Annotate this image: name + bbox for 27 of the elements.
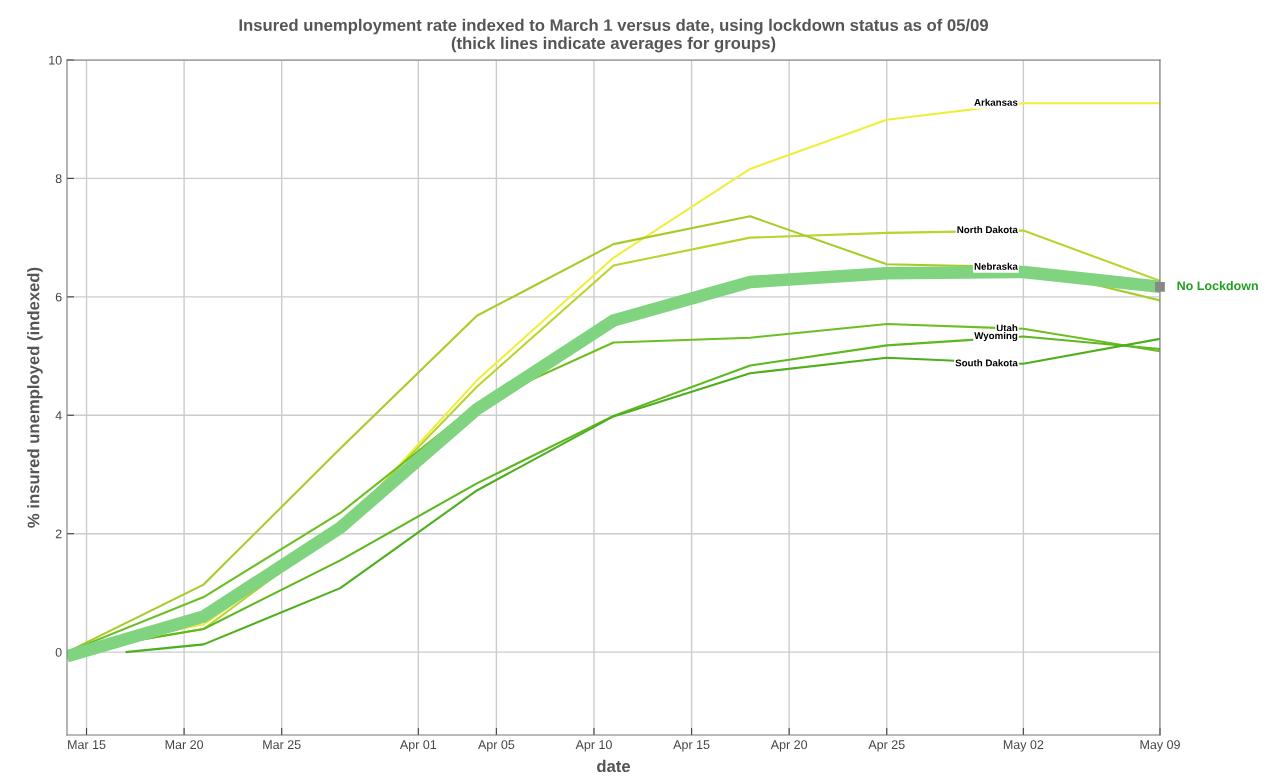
y-tick-label: 4	[55, 411, 62, 420]
x-tick-label: May 09	[1140, 740, 1180, 752]
x-tick-label: Apr 01	[399, 740, 437, 752]
series-label: Wyoming	[974, 331, 1018, 342]
x-tick-label: Mar 25	[263, 740, 301, 750]
x-tick-label: Mar 15	[68, 740, 106, 750]
x-axis-title: date	[597, 759, 631, 773]
y-axis-title: % insured unemployed (indexed)	[27, 267, 43, 528]
x-tick-label: Apr 15	[673, 740, 710, 752]
series-label: South Dakota	[955, 359, 1018, 367]
series-label: North Dakota	[957, 225, 1018, 234]
y-tick-label: 6	[55, 292, 62, 302]
chart-title: Insured unemployment rate indexed to March 1 versus date, using lockdown status as of 05/09 (thick lines indicate averages for groups)	[239, 18, 989, 53]
series-label: Arkansas	[974, 98, 1018, 106]
x-tick-label: Apr 25	[868, 740, 905, 752]
x-tick-label: Mar 20	[165, 740, 204, 750]
x-tick-label: Apr 10	[575, 740, 612, 752]
series-label: Utah	[996, 324, 1018, 332]
y-tick-label: 2	[55, 529, 62, 539]
y-tick-label: 0	[55, 647, 62, 657]
annotation: No Lockdown	[1177, 280, 1258, 291]
y-tick-label: 10	[49, 55, 62, 65]
x-tick-label: May 02	[1003, 740, 1044, 752]
y-tick-label: 8	[55, 174, 62, 184]
x-tick-label: Apr 20	[770, 740, 808, 752]
x-tick-label: Apr 05	[478, 740, 515, 752]
series-label: Nebraska	[974, 262, 1018, 270]
